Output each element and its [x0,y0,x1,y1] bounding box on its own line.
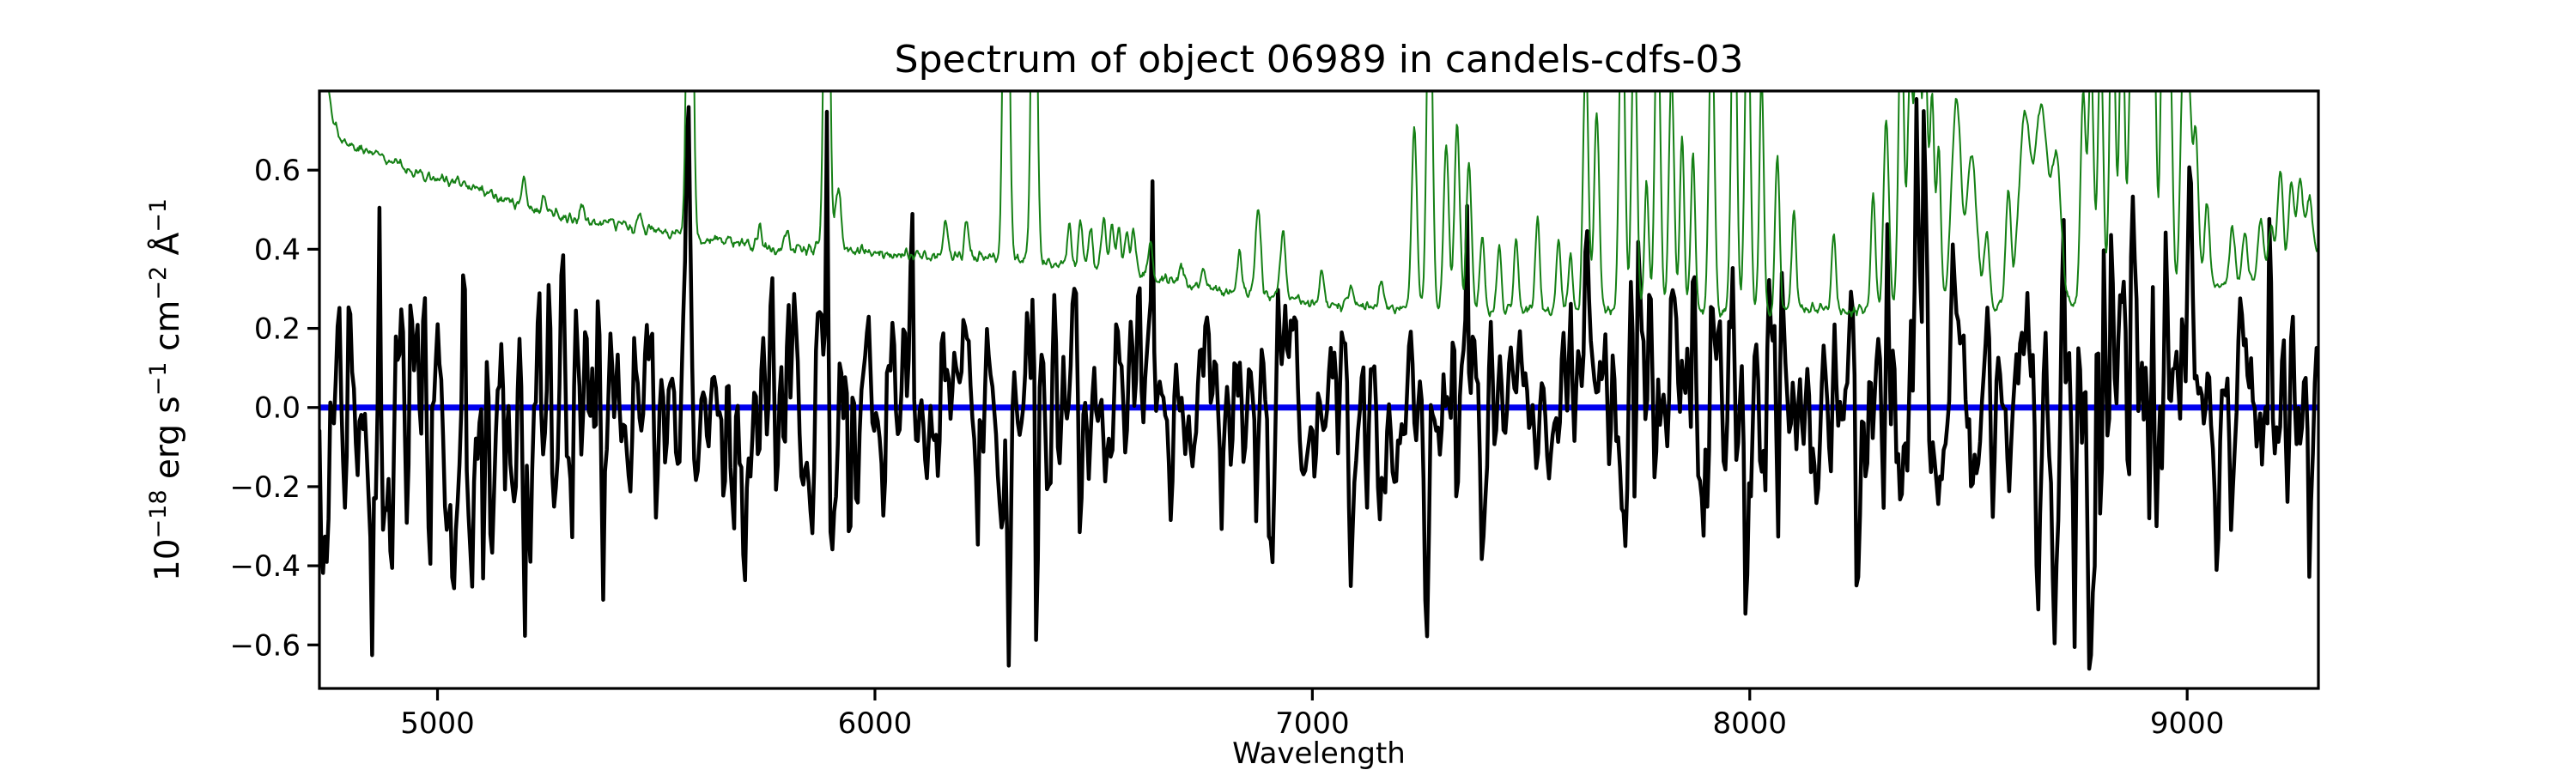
y-axis-label: 10−18 erg s−1 cm−2 Å−1 [145,198,187,581]
y-tick-label: −0.2 [229,470,301,505]
plot-title: Spectrum of object 06989 in candels-cdfs… [895,38,1744,82]
y-tick-label: −0.4 [229,549,301,584]
y-tick-label: 0.0 [254,391,301,426]
plot-frame [318,89,2320,690]
x-tick-label: 7000 [1275,706,1350,741]
y-tick-label: 0.6 [254,154,301,188]
data-series-group [319,91,2318,671]
flux-series-line [319,97,2318,671]
y-tick-label: 0.2 [254,312,301,347]
x-tick-label: 5000 [400,706,475,741]
x-tick-label: 9000 [2150,706,2225,741]
y-tick-label: −0.6 [229,628,301,663]
y-axis-ticks: 0.6 0.4 0.2 0.0 −0.2 −0.4 −0.6 [229,154,319,663]
x-tick-label: 8000 [1713,706,1788,741]
sky-series-line [328,91,2318,318]
x-axis-label: Wavelength [1232,737,1406,771]
x-axis-ticks: 5000 6000 7000 8000 9000 [400,688,2224,741]
x-tick-label: 6000 [838,706,913,741]
y-tick-label: 0.4 [254,233,301,267]
